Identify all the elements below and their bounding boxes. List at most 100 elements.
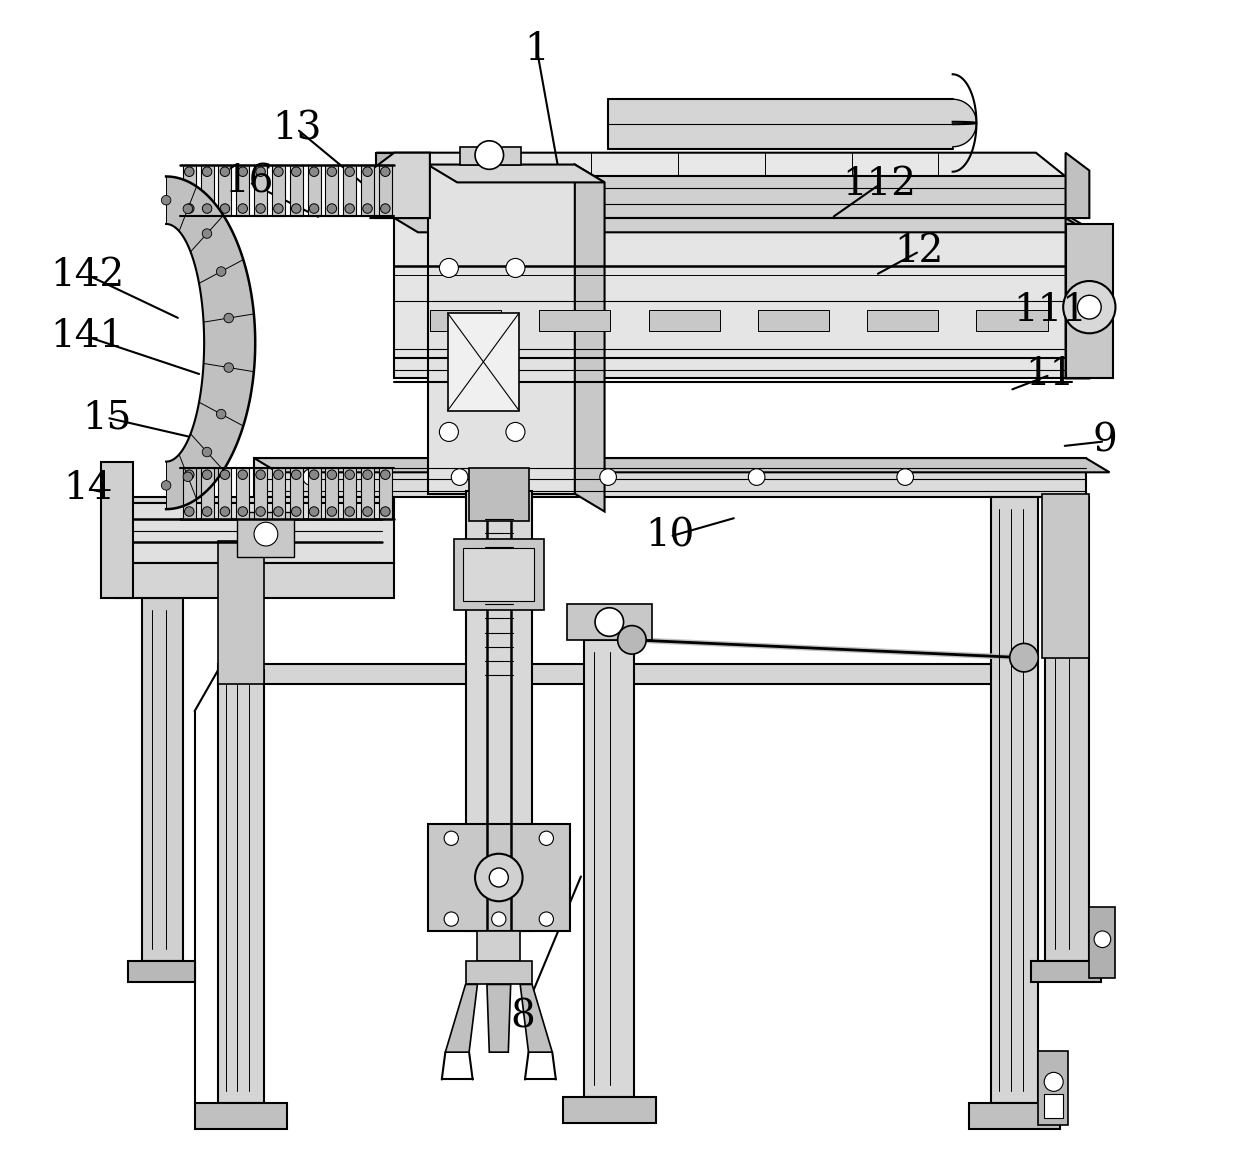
Circle shape [748, 469, 765, 485]
Text: 8: 8 [510, 998, 534, 1035]
Text: 14: 14 [63, 470, 113, 508]
Circle shape [291, 167, 301, 177]
Circle shape [1078, 295, 1101, 319]
Circle shape [1094, 931, 1111, 948]
Bar [649, 309, 719, 331]
Circle shape [185, 167, 193, 177]
Bar [465, 961, 532, 985]
Polygon shape [115, 563, 394, 599]
Bar [477, 931, 521, 961]
Polygon shape [1032, 961, 1101, 982]
Circle shape [345, 470, 355, 479]
Text: 112: 112 [842, 167, 916, 203]
Circle shape [274, 167, 283, 177]
Bar [218, 541, 264, 684]
Polygon shape [143, 599, 182, 961]
Circle shape [345, 507, 355, 516]
Circle shape [363, 470, 372, 479]
Circle shape [492, 912, 506, 926]
Polygon shape [428, 164, 605, 183]
Circle shape [255, 203, 265, 214]
Circle shape [185, 203, 193, 214]
Circle shape [274, 470, 283, 479]
Bar [976, 309, 1048, 331]
Polygon shape [308, 468, 321, 518]
Bar [758, 309, 830, 331]
Bar [1089, 908, 1116, 979]
Bar [1038, 1051, 1068, 1125]
Circle shape [595, 608, 624, 637]
Polygon shape [394, 218, 1095, 232]
Circle shape [224, 363, 233, 372]
Circle shape [221, 470, 229, 479]
Polygon shape [378, 468, 392, 518]
Polygon shape [1065, 153, 1089, 218]
Circle shape [381, 507, 391, 516]
Bar [464, 548, 534, 601]
Circle shape [221, 507, 229, 516]
Polygon shape [115, 498, 394, 503]
Text: 15: 15 [82, 399, 131, 437]
Circle shape [291, 470, 301, 479]
Bar [430, 309, 501, 331]
Circle shape [309, 167, 319, 177]
Circle shape [238, 167, 248, 177]
Circle shape [444, 831, 459, 846]
Circle shape [224, 314, 233, 323]
Circle shape [381, 167, 391, 177]
Polygon shape [361, 164, 374, 216]
Polygon shape [218, 664, 994, 684]
Polygon shape [1065, 218, 1089, 378]
Circle shape [1009, 643, 1038, 672]
Circle shape [185, 470, 193, 479]
Bar [1042, 494, 1089, 657]
Circle shape [221, 203, 229, 214]
Circle shape [381, 470, 391, 479]
Polygon shape [394, 224, 1095, 238]
Bar [454, 539, 544, 610]
Circle shape [444, 912, 459, 926]
Circle shape [475, 141, 503, 169]
Polygon shape [236, 164, 249, 216]
Circle shape [202, 203, 212, 214]
Bar [1044, 1094, 1063, 1118]
Polygon shape [608, 99, 976, 149]
Circle shape [327, 203, 336, 214]
Circle shape [202, 447, 212, 457]
Polygon shape [428, 824, 570, 931]
Circle shape [291, 507, 301, 516]
Circle shape [439, 259, 459, 277]
Polygon shape [290, 164, 303, 216]
Circle shape [451, 469, 467, 485]
Bar [539, 309, 610, 331]
Circle shape [274, 507, 283, 516]
Circle shape [475, 854, 522, 901]
Polygon shape [272, 164, 285, 216]
Polygon shape [166, 177, 255, 509]
Polygon shape [264, 458, 1086, 473]
Circle shape [327, 167, 336, 177]
Bar [460, 147, 521, 164]
Polygon shape [991, 498, 1038, 1103]
Polygon shape [254, 468, 267, 518]
Circle shape [309, 470, 319, 479]
Circle shape [291, 203, 301, 214]
Circle shape [202, 507, 212, 516]
Polygon shape [428, 164, 575, 494]
Circle shape [184, 472, 192, 481]
Circle shape [345, 203, 355, 214]
Circle shape [327, 470, 336, 479]
Text: 1: 1 [525, 31, 549, 68]
Polygon shape [201, 164, 213, 216]
Text: 13: 13 [272, 110, 321, 147]
Circle shape [345, 167, 355, 177]
Polygon shape [394, 218, 1071, 378]
Circle shape [600, 469, 616, 485]
Text: 10: 10 [645, 518, 694, 555]
Bar [237, 511, 294, 556]
Polygon shape [308, 164, 321, 216]
Polygon shape [290, 468, 303, 518]
Polygon shape [182, 164, 196, 216]
Circle shape [238, 507, 248, 516]
Polygon shape [218, 164, 232, 216]
